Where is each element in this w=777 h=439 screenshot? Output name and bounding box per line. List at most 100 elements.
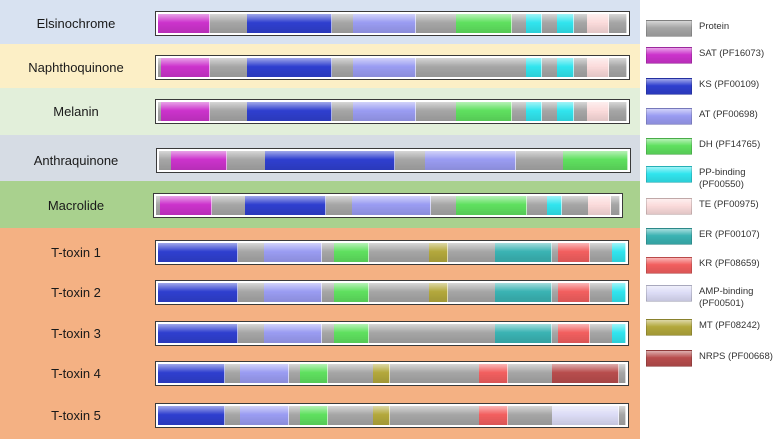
domain-pp [557,102,574,121]
domain-dh [333,243,370,262]
domain-at [263,324,322,343]
protein-bar [155,240,629,265]
domain-pp [612,324,626,343]
domain-kr [557,324,590,343]
domain-sat [158,14,211,33]
legend-swatch [646,78,692,95]
row-label: T-toxin 5 [51,408,101,423]
protein-bar [155,11,630,36]
protein-bar [155,280,629,305]
domain-dh [562,151,628,170]
legend-swatch [646,319,692,336]
legend-label: ER (PF00107) [699,229,760,240]
legend-label: SAT (PF16073) [699,48,765,59]
legend-swatch [646,228,692,245]
domain-dh [456,196,527,215]
domain-mt [373,364,390,383]
legend-label: AMP-binding (PF00501) [699,286,754,309]
legend-label: DH (PF14765) [699,139,761,150]
domain-at [424,151,517,170]
legend-swatch [646,198,692,215]
domain-at [263,243,322,262]
legend-label: MT (PF08242) [699,320,761,331]
domain-ks [247,58,332,77]
domain-ks [158,364,225,383]
legend-swatch [646,285,692,302]
legend-swatch [646,350,692,367]
domain-kr [479,364,509,383]
domain-at [263,283,322,302]
domain-mt [428,243,448,262]
domain-amp [551,406,619,425]
legend-swatch [646,257,692,274]
domain-dh [333,283,370,302]
domain-pp [557,14,574,33]
domain-dh [455,14,513,33]
domain-ks [158,324,239,343]
row-label: Anthraquinone [33,153,119,168]
legend-label: KS (PF00109) [699,79,760,90]
domain-ks [247,102,332,121]
domain-sat [160,58,211,77]
legend-swatch [646,47,692,64]
domain-pp [612,243,626,262]
row-label: Melanin [53,104,99,119]
legend-label: KR (PF08659) [699,258,760,269]
domain-at [352,102,417,121]
domain-at [351,196,432,215]
domain-dh [333,324,370,343]
domain-te [586,58,610,77]
domain-ks [264,151,396,170]
legend-swatch [646,20,692,37]
row-band: T-toxin 3 [0,313,640,354]
domain-er [495,243,553,262]
domain-ks [158,283,239,302]
domain-pp [525,14,543,33]
domain-sat [160,196,213,215]
domain-te [586,102,610,121]
row-label: T-toxin 2 [51,285,101,300]
row-label: Elsinochrome [36,16,116,31]
domain-te [586,14,610,33]
domain-pp [612,283,626,302]
legend-label: NRPS (PF00668) [699,351,773,362]
legend-label: AT (PF00698) [699,109,758,120]
domain-er [495,283,553,302]
domain-kr [479,406,509,425]
protein-bar [155,99,630,124]
protein-bar [155,361,629,386]
protein-bar [155,403,629,428]
legend-label: TE (PF00975) [699,199,759,210]
domain-pp [546,196,562,215]
domain-pp [525,58,543,77]
row-label: Naphthoquinone [28,60,124,75]
legend-swatch [646,108,692,125]
domain-nrps [551,364,619,383]
domain-ks [247,14,332,33]
legend-swatch [646,138,692,155]
domain-at [240,406,290,425]
domain-mt [428,283,448,302]
domain-sat [170,151,228,170]
domain-kr [557,243,590,262]
domain-kr [557,283,590,302]
domain-er [495,324,553,343]
row-label: T-toxin 3 [51,326,101,341]
domain-pp [557,58,574,77]
legend-label: PP-binding (PF00550) [699,167,746,190]
row-label: Macrolide [47,198,105,213]
domain-sat [160,102,211,121]
protein-bar [156,148,631,173]
domain-dh [299,406,328,425]
domain-at [352,58,417,77]
domain-pp [525,102,543,121]
legend-swatch [646,166,692,183]
domain-dh [299,364,328,383]
protein-bar [155,55,630,80]
protein-bar [153,193,623,218]
domain-ks [158,406,225,425]
domain-ks [158,243,239,262]
row-label: T-toxin 4 [51,366,101,381]
domain-te [587,196,611,215]
